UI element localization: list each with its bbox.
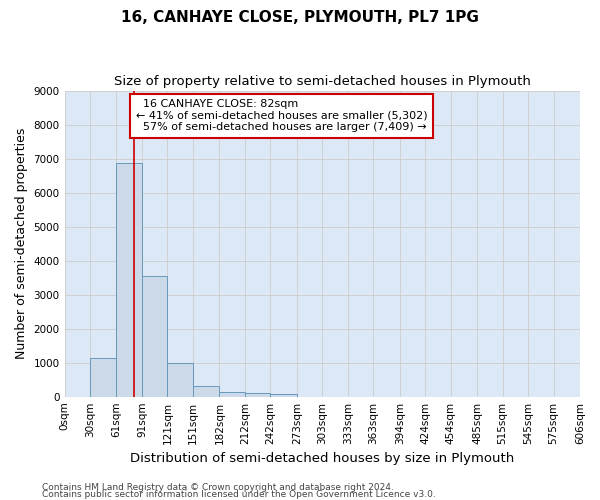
Title: Size of property relative to semi-detached houses in Plymouth: Size of property relative to semi-detach…	[114, 75, 531, 88]
Text: Contains public sector information licensed under the Open Government Licence v3: Contains public sector information licen…	[42, 490, 436, 499]
Text: Contains HM Land Registry data © Crown copyright and database right 2024.: Contains HM Land Registry data © Crown c…	[42, 484, 394, 492]
Y-axis label: Number of semi-detached properties: Number of semi-detached properties	[15, 128, 28, 360]
Text: 16, CANHAYE CLOSE, PLYMOUTH, PL7 1PG: 16, CANHAYE CLOSE, PLYMOUTH, PL7 1PG	[121, 10, 479, 25]
Bar	[116, 162, 142, 396]
Text: 16 CANHAYE CLOSE: 82sqm
← 41% of semi-detached houses are smaller (5,302)
  57% : 16 CANHAYE CLOSE: 82sqm ← 41% of semi-de…	[136, 99, 428, 132]
Bar	[220, 392, 245, 396]
Bar	[167, 362, 193, 396]
Bar	[90, 358, 116, 397]
X-axis label: Distribution of semi-detached houses by size in Plymouth: Distribution of semi-detached houses by …	[130, 452, 514, 465]
Bar	[193, 386, 220, 396]
Bar	[245, 394, 271, 396]
Bar	[271, 394, 297, 396]
Bar	[142, 276, 167, 396]
